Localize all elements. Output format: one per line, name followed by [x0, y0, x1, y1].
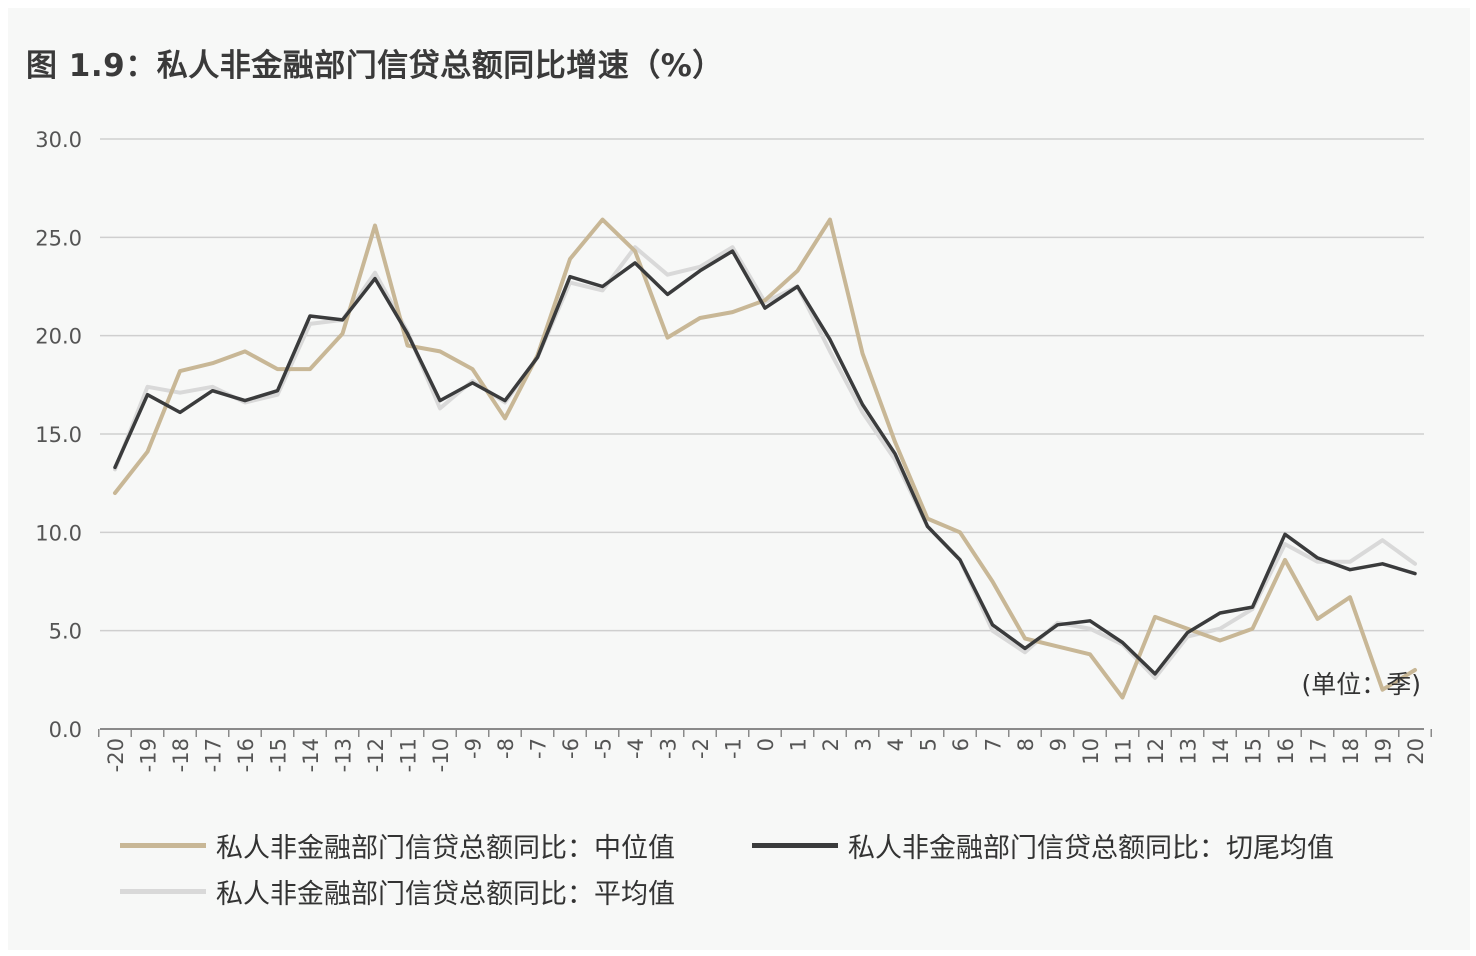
- x-tick-label: -2: [689, 738, 713, 759]
- legend-item-median: 私人非金融部门信贷总额同比：中位值: [120, 826, 675, 865]
- legend-label-trimmed-mean: 私人非金融部门信贷总额同比：切尾均值: [848, 833, 1334, 864]
- gridlines: [100, 138, 1424, 632]
- x-tick-label: -9: [462, 738, 486, 759]
- x-tick-label: -10: [429, 738, 453, 772]
- x-tick-label: 12: [1144, 738, 1168, 765]
- y-tick-label: 15.0: [35, 423, 82, 447]
- y-tick-label: 25.0: [35, 226, 82, 250]
- x-tick-label: -5: [592, 738, 616, 759]
- x-tick-label: 5: [917, 738, 941, 751]
- x-tick-label: -7: [527, 738, 551, 759]
- x-tick-label: 2: [819, 738, 843, 751]
- series-lines: [113, 217, 1417, 700]
- x-tick-label: 0: [754, 738, 778, 751]
- y-tick-label: 0.0: [49, 718, 82, 742]
- legend-item-trimmed-mean: 私人非金融部门信贷总额同比：切尾均值: [752, 826, 1334, 865]
- legend-label-mean: 私人非金融部门信贷总额同比：平均值: [216, 879, 675, 910]
- x-tick-label: 13: [1177, 738, 1201, 765]
- series-line-trimmed-mean: [113, 249, 1417, 676]
- x-tick-label: 8: [1014, 738, 1038, 751]
- x-tick-label: -13: [332, 738, 356, 772]
- legend-swatch-mean: [120, 889, 206, 894]
- y-tick-label: 20.0: [35, 325, 82, 349]
- chart-title: 图 1.9：私人非金融部门信贷总额同比增速（%）: [26, 48, 724, 84]
- x-tick-label: 4: [884, 738, 908, 751]
- x-tick-label: -12: [364, 738, 388, 772]
- x-tick-label: 15: [1242, 738, 1266, 765]
- legend-swatch-trimmed-mean: [752, 843, 838, 848]
- x-tick-label: 6: [949, 738, 973, 751]
- x-tick-label: 10: [1079, 738, 1103, 765]
- x-tick-label: -6: [559, 738, 583, 759]
- x-tick-label: 7: [982, 738, 1006, 751]
- y-tick-label: 5.0: [49, 620, 82, 644]
- series-line-median: [113, 217, 1417, 700]
- chart-panel: [8, 8, 1470, 950]
- x-tick-label: 19: [1372, 738, 1396, 765]
- y-tick-label: 30.0: [35, 128, 82, 152]
- legend-label-median: 私人非金融部门信贷总额同比：中位值: [216, 833, 675, 864]
- x-tick-label: -1: [722, 738, 746, 759]
- x-tick-label: 3: [852, 738, 876, 751]
- x-tick-label: -20: [104, 738, 128, 772]
- unit-note: (单位：季): [1301, 670, 1421, 699]
- x-tick-label: -4: [624, 738, 648, 759]
- x-tick-label: -14: [299, 738, 323, 772]
- x-tick-label: 16: [1274, 738, 1298, 765]
- y-tick-label: 10.0: [35, 521, 82, 545]
- x-tick-label: 1: [787, 738, 811, 751]
- x-tick-label: -15: [267, 738, 291, 772]
- x-tick-label: -16: [234, 738, 258, 772]
- x-tick-label: -17: [202, 738, 226, 772]
- x-tick-label: -18: [169, 738, 193, 772]
- x-tick-label: 9: [1047, 738, 1071, 751]
- x-tick-label: -19: [137, 738, 161, 772]
- legend-item-mean: 私人非金融部门信贷总额同比：平均值: [120, 872, 675, 911]
- x-tick-label: 17: [1307, 738, 1331, 765]
- x-tick-label: 14: [1209, 738, 1233, 765]
- x-tick-label: -8: [494, 738, 518, 759]
- axes: 0.05.010.015.020.025.030.0-20 -19 -18 -17 -1…: [35, 128, 1432, 772]
- x-tick-label: 20: [1404, 738, 1428, 765]
- x-tick-label: -11: [397, 738, 421, 772]
- x-tick-label: -3: [657, 738, 681, 759]
- x-tick-label: 11: [1112, 738, 1136, 765]
- legend-swatch-median: [120, 843, 206, 848]
- x-tick-label: 18: [1339, 738, 1363, 765]
